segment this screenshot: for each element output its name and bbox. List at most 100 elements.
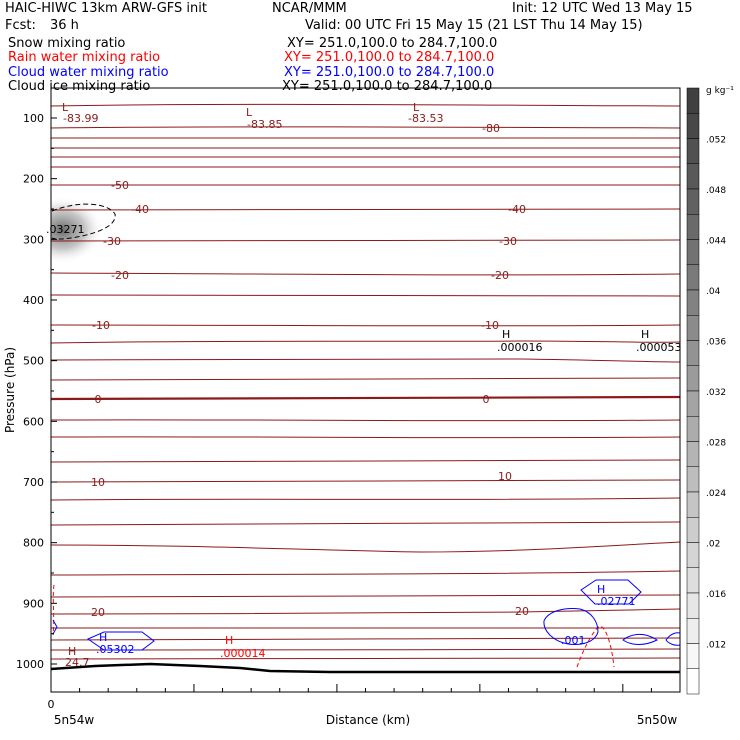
temp-label: -20 xyxy=(111,269,129,282)
y-tick-label: 600 xyxy=(23,415,44,428)
temp-label: -30 xyxy=(499,235,517,248)
colorbar-swatch xyxy=(686,138,700,164)
extremum-value: .000014 xyxy=(220,647,266,660)
colorbar-tick-label: .04 xyxy=(706,287,721,297)
temp-contour xyxy=(51,497,680,501)
colorbar-tick-label: .032 xyxy=(706,388,726,398)
colorbar-swatch xyxy=(686,264,700,291)
colorbar-swatch xyxy=(686,87,700,114)
temp-contour xyxy=(51,272,680,276)
field-rain-name: Rain water mixing ratio xyxy=(8,50,161,65)
cloud-water-contours xyxy=(52,579,681,651)
colorbar-swatch xyxy=(686,163,700,190)
extremum-value: .000016 xyxy=(497,341,543,354)
field-cloudwater-xy: XY= 251.0,100.0 to 284.7,100.0 xyxy=(284,65,495,80)
colorbar-swatch xyxy=(686,390,700,417)
extremum-value: -83.53 xyxy=(408,112,443,125)
temp-contour xyxy=(51,657,680,660)
temp-label: -10 xyxy=(92,319,110,332)
y-tick-label: 400 xyxy=(23,294,44,307)
extremum-mark: H xyxy=(641,328,649,341)
forecast-hour: 36 h xyxy=(50,18,79,33)
extremum-value: .000053 xyxy=(636,341,682,354)
y-tick-label: 300 xyxy=(23,233,44,246)
temp-label: -20 xyxy=(491,269,509,282)
plot-frame xyxy=(50,87,681,693)
colorbar: .052 .048 .044 .04 .036 .032 .028 .024 .02 .016 .0… xyxy=(686,87,726,695)
colorbar-swatch xyxy=(686,239,700,265)
y-tick-label: 1000 xyxy=(16,658,44,671)
field-snow-name: Snow mixing ratio xyxy=(8,36,126,51)
colorbar-tick-label: .012 xyxy=(706,641,726,651)
temp-contour xyxy=(51,479,680,483)
temp-contour xyxy=(51,637,680,641)
temp-label: 20 xyxy=(515,605,529,618)
colorbar-swatch xyxy=(686,592,700,619)
cloud-water-contour xyxy=(622,633,658,645)
colorbar-swatch xyxy=(686,315,700,341)
temp-contour xyxy=(51,294,680,297)
colorbar-swatch xyxy=(686,668,700,695)
contour-value-label: .03271 xyxy=(46,223,85,236)
temp-contour xyxy=(51,126,680,129)
x-left-label: 5n54w xyxy=(54,713,95,727)
extremum-mark: H xyxy=(502,328,510,341)
extremum-value: -83.85 xyxy=(247,118,282,131)
extremum-mark: L xyxy=(246,106,253,119)
extremum-mark: H xyxy=(68,645,76,658)
temp-contour xyxy=(51,340,680,344)
colorbar-swatch xyxy=(686,441,700,467)
extremum-value: .02771 xyxy=(597,595,636,608)
cloud-water-contour xyxy=(52,619,58,635)
colorbar-tick-label: .02 xyxy=(706,540,720,550)
temp-contour xyxy=(51,436,680,439)
field-cloudwater-name: Cloud water mixing ratio xyxy=(8,65,169,80)
y-axis: 100 200 300 400 500 600 700 800 900 1000 xyxy=(16,112,57,671)
snow-shading xyxy=(51,196,104,264)
colorbar-swatch xyxy=(686,517,700,543)
extremum-value: -83.99 xyxy=(63,112,98,125)
colorbar-swatch xyxy=(686,466,700,493)
field-cloudice-xy: XY= 251.0,100.0 to 284.7,100.0 xyxy=(282,79,493,94)
model-org: NCAR/MMM xyxy=(272,1,347,16)
extremum-mark: H xyxy=(597,583,605,596)
temp-label: 10 xyxy=(498,470,512,483)
temp-contour xyxy=(51,459,680,463)
temp-contour xyxy=(51,184,680,186)
temperature-contours xyxy=(51,103,680,660)
extremum-mark: L xyxy=(413,101,420,114)
temp-label: -40 xyxy=(131,203,149,216)
cloud-water-contour xyxy=(543,608,599,645)
valid-time: Valid: 00 UTC Fri 15 May 15 (21 LST Thu … xyxy=(305,18,643,33)
temp-contour xyxy=(51,103,680,107)
temp-label: 0 xyxy=(483,393,490,406)
x-axis xyxy=(50,684,681,692)
temp-label: -80 xyxy=(482,122,500,135)
field-snow-xy: XY= 251.0,100.0 to 284.7,100.0 xyxy=(287,36,498,51)
model-title: HAIC-HIWC 13km ARW-GFS init xyxy=(5,1,207,16)
colorbar-swatch xyxy=(686,340,700,366)
colorbar-swatch xyxy=(686,113,700,139)
cloud-water-contour xyxy=(580,579,642,605)
colorbar-tick-label: .028 xyxy=(706,439,726,449)
colorbar-swatch xyxy=(686,416,700,442)
field-rain-xy: XY= 251.0,100.0 to 284.7,100.0 xyxy=(284,50,495,65)
x-right-label: 5n50w xyxy=(637,713,678,727)
colorbar-swatch xyxy=(686,491,700,518)
temp-label: -50 xyxy=(111,179,129,192)
y-tick-label: 800 xyxy=(23,537,44,550)
colorbar-tick-label: .044 xyxy=(706,237,726,247)
extremum-value: 24.7 xyxy=(65,656,90,669)
temp-contour xyxy=(51,541,680,553)
temp-contour xyxy=(51,648,680,651)
temp-contour xyxy=(51,377,680,381)
temp-contour xyxy=(51,419,680,422)
forecast-label: Fcst: xyxy=(5,18,36,33)
temp-contour xyxy=(51,239,680,242)
colorbar-swatch xyxy=(686,365,700,392)
y-tick-label: 500 xyxy=(23,355,44,368)
colorbar-tick-label: .036 xyxy=(706,338,726,348)
x-axis-label: Distance (km) xyxy=(326,713,410,727)
y-tick-label: 100 xyxy=(23,112,44,125)
